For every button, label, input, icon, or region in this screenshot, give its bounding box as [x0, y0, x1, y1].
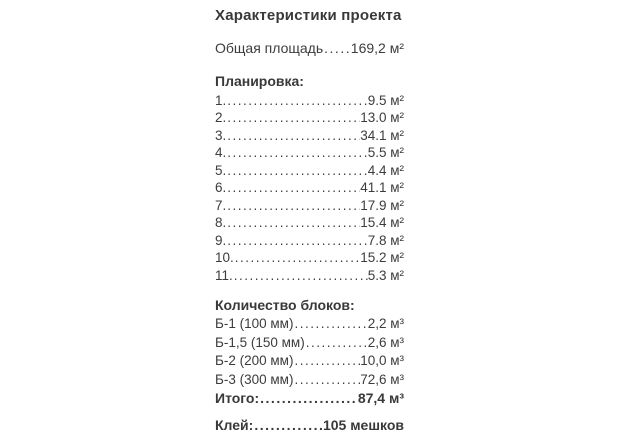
- planning-row-value: 7.8 м²: [367, 232, 404, 248]
- planning-row-value: 41.1 м²: [360, 180, 404, 195]
- planning-row: 2. .....................................…: [215, 109, 404, 127]
- glue-value: 105 мешков: [322, 416, 404, 433]
- block-row: Б-1 (100 мм) ...........................…: [215, 315, 404, 334]
- dot-leader: ........................................…: [227, 127, 360, 143]
- planning-row-value: 9.5 м²: [367, 92, 404, 108]
- planning-row: 9. .....................................…: [215, 232, 404, 250]
- dot-leader: ........................................…: [294, 353, 360, 368]
- blocks-total-row: Итого: .................................…: [215, 389, 404, 408]
- planning-row-value: 4.4 м²: [367, 162, 404, 178]
- planning-row-value: 15.4 м²: [360, 215, 404, 230]
- planning-row: 3. .....................................…: [215, 127, 404, 145]
- planning-row-label: 5.: [215, 162, 227, 178]
- dot-leader: ........................................…: [227, 92, 367, 108]
- dot-leader: ........................................…: [254, 416, 323, 433]
- page-title: Характеристики проекта: [215, 7, 402, 24]
- planning-row-value: 17.9 м²: [360, 197, 404, 213]
- planning-heading: Планировка:: [215, 72, 304, 89]
- planning-row-value: 34.1 м²: [360, 127, 404, 143]
- planning-row: 7. .....................................…: [215, 197, 404, 215]
- dot-leader: ........................................…: [227, 162, 367, 178]
- block-row-label: Б-3 (300 мм): [215, 371, 294, 387]
- glue-row: Клей: ..................................…: [215, 417, 404, 433]
- dot-leader: ........................................…: [234, 250, 360, 265]
- planning-row: 1. .....................................…: [215, 92, 404, 110]
- dot-leader: ........................................…: [233, 267, 368, 283]
- dot-leader: ........................................…: [324, 40, 351, 56]
- planning-row-value: 5.3 м²: [367, 267, 404, 283]
- block-row: Б-3 (300 мм) ...........................…: [215, 371, 404, 390]
- planning-row: 6. .....................................…: [215, 179, 404, 197]
- block-row-label: Б-2 (200 мм): [215, 353, 294, 368]
- dot-leader: ........................................…: [260, 390, 358, 406]
- total-area-row: Общая площадь ..........................…: [215, 40, 404, 58]
- planning-row: 11. ....................................…: [215, 267, 404, 285]
- total-area-label: Общая площадь: [215, 40, 324, 56]
- blocks-total-value: 87,4 м³: [357, 390, 404, 406]
- characteristics-panel: Характеристики проекта Общая площадь ...…: [204, 0, 406, 433]
- block-row-value: 2,6 м³: [367, 334, 404, 350]
- dot-leader: ........................................…: [227, 215, 360, 230]
- planning-row-label: 7.: [215, 197, 227, 213]
- planning-row-label: 11.: [215, 267, 233, 283]
- planning-row-label: 4.: [215, 145, 227, 160]
- blocks-total-label: Итого:: [215, 390, 260, 406]
- planning-row-value: 15.2 м²: [360, 250, 404, 265]
- block-row-label: Б-1,5 (150 мм): [215, 334, 305, 350]
- dot-leader: ........................................…: [227, 197, 360, 213]
- planning-row: 5. .....................................…: [215, 162, 404, 180]
- block-row-value: 10,0 м³: [360, 353, 404, 368]
- dot-leader: ........................................…: [294, 371, 360, 387]
- planning-row-label: 6.: [215, 180, 227, 195]
- dot-leader: ........................................…: [227, 110, 360, 125]
- dot-leader: ........................................…: [305, 334, 368, 350]
- planning-row-label: 8.: [215, 215, 227, 230]
- planning-row-label: 9.: [215, 232, 227, 248]
- dot-leader: ........................................…: [227, 232, 367, 248]
- planning-row: 4. .....................................…: [215, 144, 404, 162]
- block-row-value: 72,6 м³: [360, 371, 404, 387]
- planning-row-label: 3.: [215, 127, 227, 143]
- planning-row: 10. ....................................…: [215, 249, 404, 267]
- planning-row-value: 13.0 м²: [360, 110, 404, 125]
- planning-row: 8. .....................................…: [215, 214, 404, 232]
- blocks-list: Б-1 (100 мм) ...........................…: [215, 315, 404, 408]
- glue-label: Клей:: [215, 416, 254, 433]
- dot-leader: ........................................…: [227, 145, 367, 160]
- planning-row-label: 1.: [215, 92, 227, 108]
- planning-list: 1. .....................................…: [215, 92, 404, 285]
- planning-row-label: 10.: [215, 250, 234, 265]
- dot-leader: ........................................…: [227, 180, 360, 195]
- block-row: Б-1,5 (150 мм) .........................…: [215, 334, 404, 353]
- block-row: Б-2 (200 мм) ...........................…: [215, 352, 404, 371]
- dot-leader: ........................................…: [294, 316, 368, 331]
- total-area-value: 169,2 м²: [350, 40, 404, 56]
- planning-row-value: 5.5 м²: [367, 145, 404, 160]
- blocks-heading: Количество блоков:: [215, 297, 355, 313]
- block-row-label: Б-1 (100 мм): [215, 316, 294, 331]
- block-row-value: 2,2 м³: [367, 316, 404, 331]
- planning-row-label: 2.: [215, 110, 227, 125]
